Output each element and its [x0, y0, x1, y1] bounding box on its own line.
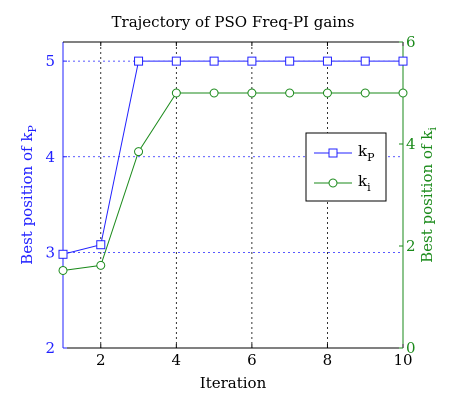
right-tick-label: 6: [406, 33, 416, 51]
right-tick-label: 4: [406, 135, 416, 153]
x-tick-label: 6: [247, 351, 257, 369]
right-axis-label: Best position of ki: [418, 127, 439, 263]
series-0-point: [360, 56, 370, 66]
series-1-point: [171, 88, 181, 98]
series-0-point: [58, 249, 68, 259]
series-0-point: [247, 56, 257, 66]
series-line-1: [62, 92, 403, 271]
series-1-point: [209, 88, 219, 98]
series-line-0: [62, 60, 403, 255]
left-axis-label: Best position of kP: [18, 125, 39, 265]
legend-marker-0: [328, 148, 338, 158]
x-tick-label: 8: [323, 351, 333, 369]
chart-title: Trajectory of PSO Freq-PI gains: [112, 13, 355, 31]
series-1-point: [58, 265, 68, 275]
legend-box: [305, 132, 387, 202]
series-0-point: [322, 56, 332, 66]
series-1-point: [247, 88, 257, 98]
series-1-point: [134, 147, 144, 157]
left-tick-label: 3: [45, 243, 55, 261]
x-tick-label: 2: [96, 351, 106, 369]
left-tick-label: 2: [45, 339, 55, 357]
series-0-point: [285, 56, 295, 66]
x-tick-label: 4: [172, 351, 182, 369]
series-1-point: [360, 88, 370, 98]
series-0-point: [398, 56, 408, 66]
x-axis-label: Iteration: [200, 374, 267, 392]
series-1-point: [322, 88, 332, 98]
series-0-point: [171, 56, 181, 66]
series-1-point: [285, 88, 295, 98]
series-0-point: [134, 56, 144, 66]
series-0-point: [96, 240, 106, 250]
right-tick-label: 0: [406, 339, 416, 357]
right-tick-label: 2: [406, 237, 416, 255]
series-1-point: [96, 260, 106, 270]
legend-marker-1: [328, 178, 338, 188]
left-tick-label: 5: [45, 52, 55, 70]
x-tick-label: 10: [393, 351, 412, 369]
left-tick-label: 4: [45, 148, 55, 166]
series-0-point: [209, 56, 219, 66]
series-1-point: [398, 88, 408, 98]
